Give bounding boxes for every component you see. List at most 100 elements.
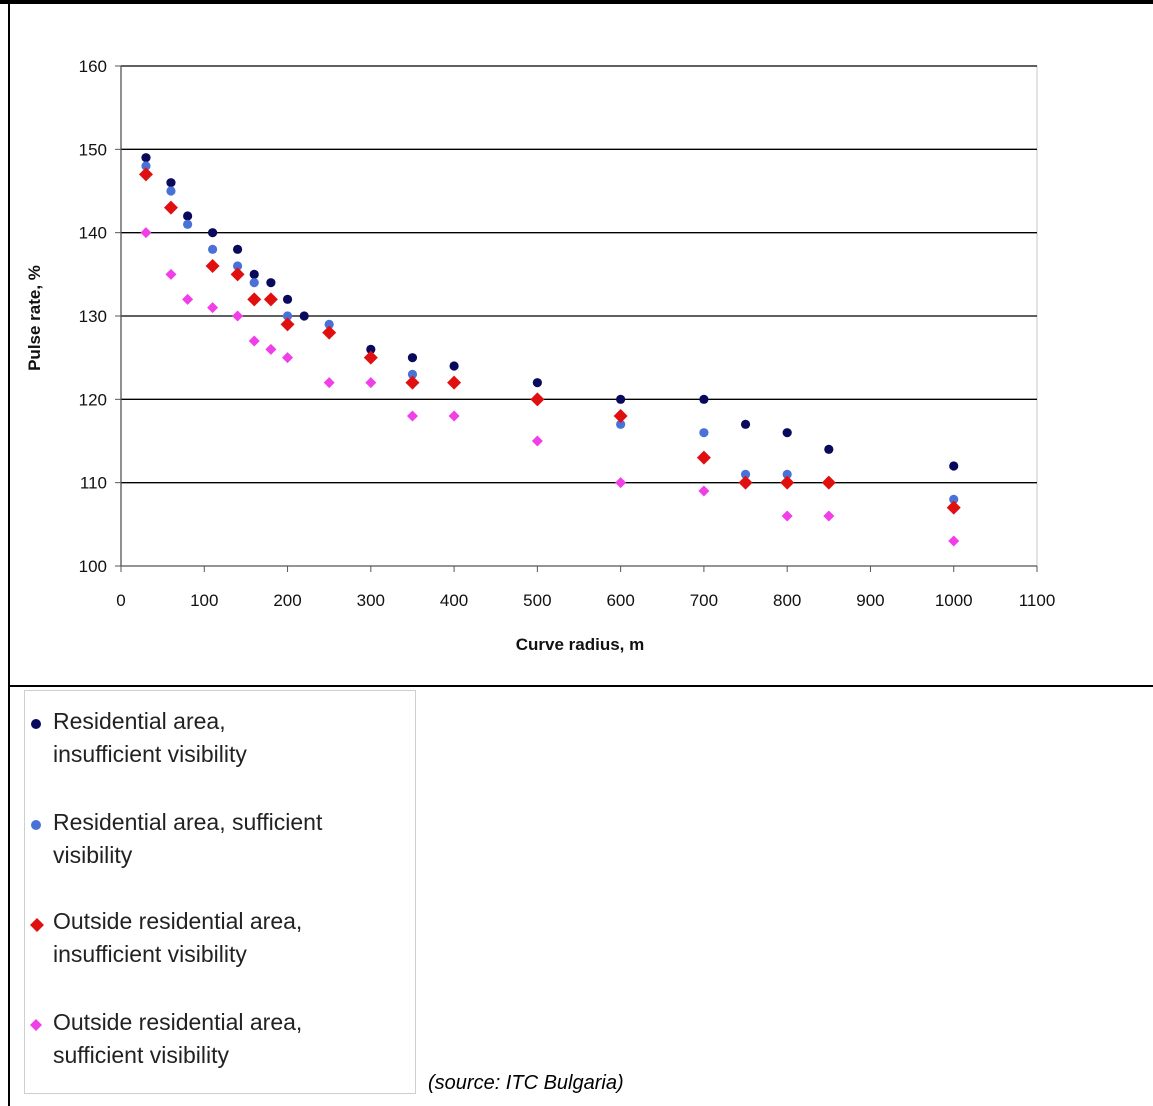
legend-circle-icon: [31, 719, 41, 729]
data-point: [949, 494, 959, 504]
legend-line: Outside residential area,: [53, 1009, 303, 1035]
y-tick-label: 140: [79, 224, 107, 243]
data-point: [322, 325, 337, 340]
data-point: [447, 375, 462, 390]
caption-top-rule: [0, 0, 1153, 4]
data-point: [182, 293, 194, 305]
data-point: [141, 161, 151, 171]
data-points: [138, 153, 961, 547]
data-point: [740, 469, 751, 479]
data-point: [696, 450, 711, 465]
data-point: [699, 394, 709, 404]
legend-diamond-icon: [30, 918, 44, 932]
data-point: [616, 419, 626, 429]
legend-line: Outside residential area,: [53, 908, 303, 934]
data-point: [207, 302, 219, 314]
data-point: [699, 428, 709, 438]
y-axis-label: Pulse rate, %: [25, 265, 44, 371]
gridlines: [120, 65, 1038, 567]
data-point: [448, 410, 460, 422]
data-point: [698, 485, 710, 497]
data-point: [141, 153, 151, 163]
x-tick-label: 100: [190, 591, 218, 610]
x-tick-label: 1100: [1019, 591, 1056, 610]
legend-label: Residential area, sufficient visibility: [41, 806, 403, 872]
data-point: [232, 244, 243, 254]
data-point: [449, 361, 459, 371]
legend-line: Residential area, sufficient: [53, 809, 323, 835]
x-tick-label: 600: [606, 591, 634, 610]
data-point: [363, 350, 378, 365]
data-point: [248, 335, 260, 347]
data-point: [247, 292, 262, 307]
data-point: [738, 475, 753, 490]
data-point: [232, 310, 244, 322]
x-tick-label: 700: [690, 591, 718, 610]
data-point: [208, 228, 218, 238]
legend-line: Residential area,: [53, 708, 226, 734]
data-point: [183, 211, 193, 221]
legend-item-residential-sufficient: Residential area, sufficient visibility: [31, 806, 403, 872]
data-point: [530, 392, 545, 407]
data-point: [531, 435, 543, 447]
data-point: [946, 500, 961, 515]
legend-item-residential-insufficient: Residential area, insufficient visibilit…: [31, 705, 403, 771]
legend-line: insufficient visibility: [53, 941, 247, 967]
legend-label: Outside residential area, insufficient v…: [41, 905, 403, 971]
x-tick-label: 800: [773, 591, 801, 610]
data-point: [406, 410, 418, 422]
data-point: [740, 419, 751, 429]
data-point: [781, 510, 793, 522]
y-tick-label: 110: [80, 474, 107, 493]
data-point: [782, 428, 792, 438]
x-tick-label: 900: [856, 591, 884, 610]
data-point: [407, 369, 418, 379]
x-tick-label: 200: [273, 591, 301, 610]
data-point: [205, 259, 220, 273]
data-point: [299, 311, 309, 321]
data-point: [948, 535, 960, 547]
data-point: [323, 377, 335, 389]
data-point: [949, 461, 959, 471]
data-point: [263, 292, 278, 307]
data-point: [616, 394, 626, 404]
y-tick-label: 130: [79, 307, 107, 326]
legend-item-outside-sufficient: Outside residential area, sufficient vis…: [30, 1006, 403, 1072]
data-point: [230, 267, 245, 282]
data-point: [265, 343, 277, 355]
x-tick-label: 400: [440, 591, 468, 610]
data-point: [615, 477, 627, 489]
data-point: [208, 244, 218, 254]
data-point: [613, 409, 628, 423]
legend-label: Outside residential area, sufficient vis…: [41, 1006, 403, 1072]
source-note: (source: ITC Bulgaria): [428, 1072, 624, 1094]
axes: [115, 65, 1038, 572]
y-tick-label: 100: [79, 557, 107, 576]
left-border: [8, 4, 10, 1106]
legend-line: sufficient visibility: [53, 1042, 229, 1068]
data-point: [166, 178, 176, 188]
series-group: [140, 227, 960, 547]
legend: Residential area, insufficient visibilit…: [24, 690, 416, 1094]
x-tick-label: 1000: [935, 591, 973, 610]
data-point: [166, 186, 176, 196]
data-point: [138, 167, 153, 182]
legend-line: visibility: [53, 842, 133, 868]
y-tick-label: 120: [79, 390, 107, 409]
data-point: [165, 268, 177, 280]
data-point: [366, 344, 376, 354]
legend-line: insufficient visibility: [53, 741, 247, 767]
data-point: [282, 294, 293, 304]
data-point: [282, 311, 293, 321]
legend-diamond-icon: [30, 1019, 42, 1031]
x-tick-label: 500: [523, 591, 551, 610]
legend-circle-icon: [31, 820, 41, 830]
data-point: [407, 353, 418, 363]
chart-svg: 100 110 120 130 140 150 160 0 100 200 300 400 500 600…: [25, 57, 1056, 654]
x-axis-label: Curve radius, m: [516, 635, 645, 654]
legend-item-outside-insufficient: Outside residential area, insufficient v…: [30, 905, 403, 971]
y-tick-label: 160: [79, 57, 107, 76]
x-tick-label: 300: [357, 591, 385, 610]
data-point: [163, 200, 178, 215]
